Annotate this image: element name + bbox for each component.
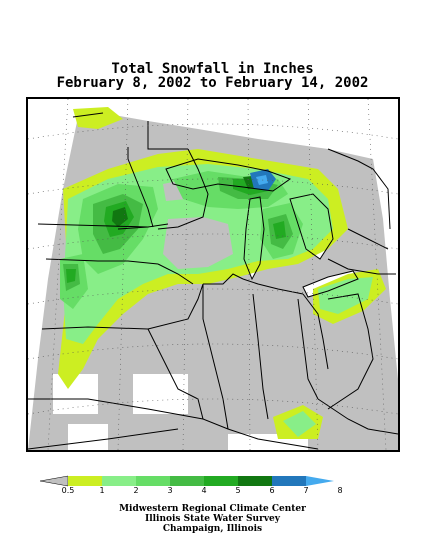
- legend-tick-label: 6: [269, 486, 275, 495]
- lake-outlines: [165, 158, 359, 298]
- snow-band-1-2: [318, 277, 373, 314]
- snow-band-1-2: [283, 411, 316, 437]
- legend-tick-label: 1: [99, 486, 105, 495]
- snow-band-5-6: [112, 207, 128, 227]
- state-boundaries: [28, 112, 398, 450]
- no-snow-area: [133, 374, 188, 414]
- legend-swatch: [170, 476, 204, 486]
- credit-line-2: Illinois State Water Survey: [144, 514, 281, 524]
- no-snow-area: [68, 424, 108, 450]
- legend-swatch: [238, 476, 272, 486]
- snowfall-legend: [40, 475, 334, 487]
- legend-tick-label: 2: [133, 486, 139, 495]
- legend-swatch: [204, 476, 238, 486]
- legend-swatch: [306, 476, 334, 486]
- map-title: Total Snowfall in Inches: [111, 61, 314, 77]
- lat-lon-graticule: [28, 99, 398, 450]
- legend-swatch: [68, 476, 102, 486]
- legend-tick-label: 3: [167, 486, 173, 495]
- map-date-range: February 8, 2002 to February 14, 2002: [56, 75, 369, 91]
- snow-band-4-5: [66, 269, 76, 283]
- snow-band-7-8: [256, 175, 268, 185]
- legend-swatch: [272, 476, 306, 486]
- snow-band-0p5-1: [73, 107, 123, 129]
- trace-region: [163, 217, 233, 269]
- snow-band-4-5: [273, 221, 286, 239]
- legend-swatch: [102, 476, 136, 486]
- snowfall-map-canvas: [28, 99, 398, 450]
- legend-tick-label: 7: [303, 486, 309, 495]
- legend-swatch: [40, 475, 69, 487]
- snowfall-map: [26, 97, 400, 452]
- legend-tick-label: 5: [235, 486, 241, 495]
- credit-line-1: Midwestern Regional Climate Center: [119, 504, 306, 514]
- legend-tick-label: 0.5: [61, 486, 75, 495]
- credit-line-3: Champaign, Illinois: [162, 524, 263, 534]
- legend-tick-label: 8: [337, 486, 343, 495]
- legend-swatch: [136, 476, 170, 486]
- legend-tick-label: 4: [201, 486, 207, 495]
- no-snow-area: [53, 374, 98, 414]
